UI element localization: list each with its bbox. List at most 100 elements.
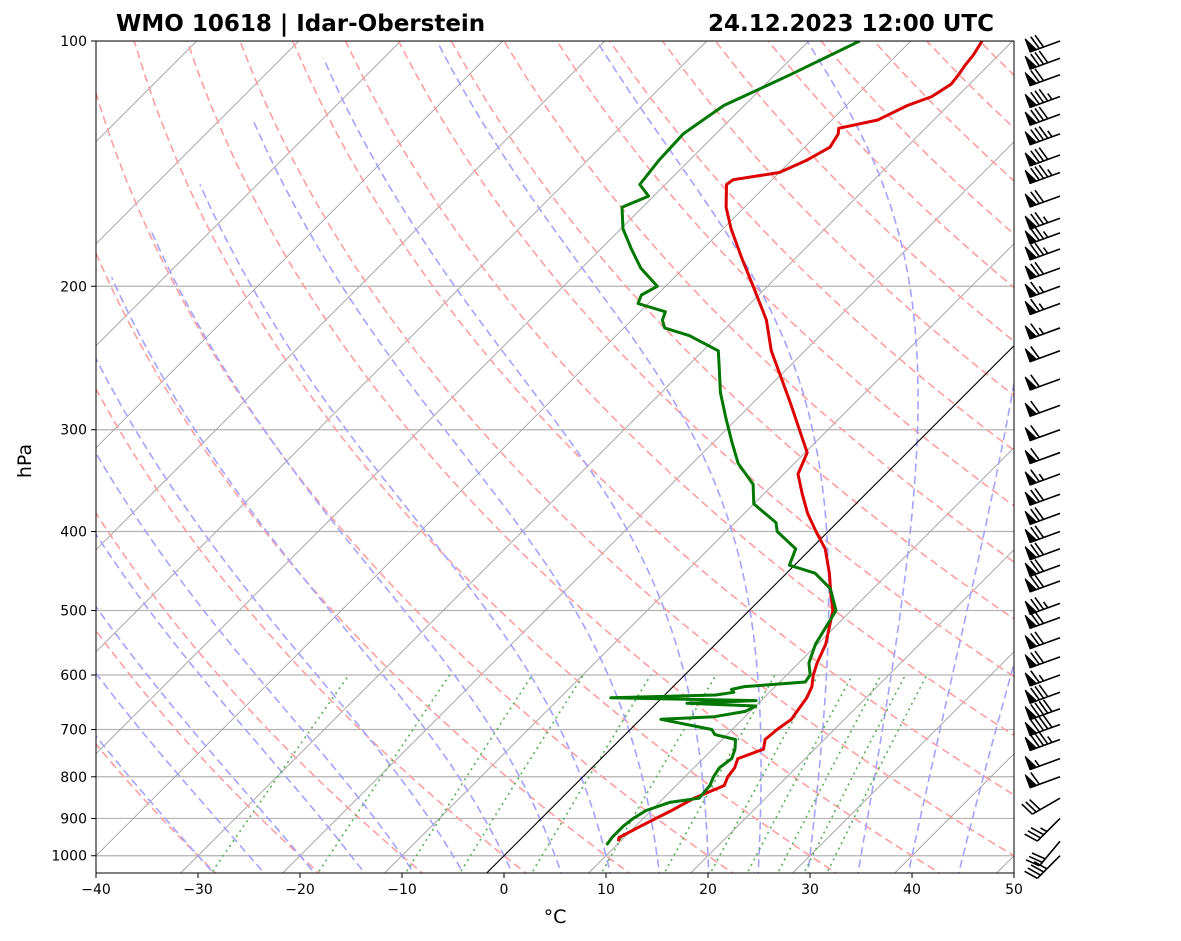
wind-barb-full — [1034, 107, 1045, 121]
wind-barb-full — [1030, 167, 1040, 181]
wind-barb-full — [1030, 447, 1040, 461]
wind-barb-flag — [1024, 246, 1038, 261]
wind-barb-flag — [1024, 491, 1038, 506]
moist-adiabat — [96, 605, 316, 873]
isotherm-line — [96, 41, 708, 653]
wind-barb — [1024, 126, 1061, 146]
x-tick-label: −10 — [387, 882, 417, 898]
isotherm-line — [96, 41, 912, 857]
wind-barb-staff — [1031, 797, 1061, 815]
y-tick-label: 800 — [60, 770, 87, 786]
wind-barb-flag — [1024, 215, 1038, 230]
wind-barb-full — [1038, 88, 1049, 102]
y-tick-label: 500 — [60, 603, 87, 619]
wind-barb-full — [1034, 574, 1045, 588]
wind-barb — [1024, 164, 1061, 185]
wind-barb-full — [1030, 281, 1040, 295]
wind-barb — [1024, 281, 1061, 298]
wind-barb — [1025, 840, 1061, 867]
wind-barb-full — [1025, 801, 1037, 813]
wind-barb-full — [1030, 213, 1040, 227]
dry-adiabat — [608, 41, 1014, 452]
dry-adiabat — [186, 41, 942, 873]
mixing-ratio-lines — [210, 674, 928, 873]
wind-barb-flag — [1024, 283, 1038, 298]
wind-barb-full — [1034, 51, 1045, 65]
moist-adiabat — [199, 184, 612, 873]
wind-barb-full — [1042, 715, 1053, 728]
wind-barb-full — [1024, 870, 1038, 880]
wind-barb-flag — [1024, 72, 1038, 87]
wind-barb-full — [1030, 526, 1040, 540]
wind-barb-full — [1030, 652, 1040, 665]
plot-area — [96, 41, 1014, 873]
temperature-profile — [616, 41, 984, 842]
moist-adiabat — [595, 41, 830, 873]
mixing-ratio-line — [663, 674, 776, 873]
isotherm-line — [96, 41, 402, 347]
wind-barb — [1024, 650, 1061, 669]
wind-barb — [1024, 374, 1061, 391]
wind-barb-full — [1034, 90, 1045, 104]
wind-barb-full — [1030, 489, 1040, 503]
moist-adiabat — [436, 41, 762, 873]
mixing-ratio-line — [709, 674, 819, 873]
mixing-ratio-line — [458, 674, 584, 873]
wind-barb — [1024, 558, 1061, 577]
wind-barb-full — [1030, 263, 1040, 277]
wind-barb-full — [1030, 129, 1040, 142]
isotherm-line — [96, 41, 810, 755]
wind-barb-flag — [1024, 471, 1038, 486]
wind-barb-full — [1025, 859, 1040, 867]
wind-barb — [1024, 670, 1061, 687]
x-tick-label: −20 — [285, 882, 315, 898]
wind-barb-full — [1028, 855, 1043, 864]
wind-barb-full — [1021, 803, 1033, 815]
zero-isotherm-line — [486, 344, 1014, 873]
wind-barb-half — [1047, 93, 1053, 100]
x-tick-label: 0 — [500, 882, 509, 898]
wind-barb-flag — [1024, 152, 1038, 167]
isotherm-line — [690, 549, 1014, 873]
x-axis-ticks: −40 −30 −20 −10 0 10 20 30 40 50 — [81, 873, 1023, 898]
plot-frame — [95, 40, 1015, 874]
y-tick-label: 200 — [60, 279, 87, 295]
wind-barb-flag — [1024, 562, 1038, 577]
wind-barb — [1024, 487, 1061, 506]
isotherms — [96, 41, 1014, 873]
dry-adiabat — [239, 41, 1014, 857]
x-tick-label: 10 — [597, 882, 615, 898]
wind-barb-full — [1030, 36, 1040, 49]
wind-barb-full — [1038, 106, 1049, 120]
wind-barb-half — [1042, 216, 1049, 224]
dry-adiabat — [555, 41, 1014, 507]
wind-barb — [1024, 298, 1061, 316]
wind-barb-flag — [1024, 193, 1038, 208]
wind-barb-full — [1030, 191, 1040, 205]
wind-barb-full — [1030, 69, 1040, 83]
wind-barb-full — [1030, 719, 1040, 733]
wind-barb-staff — [1038, 840, 1061, 867]
y-tick-label: 400 — [60, 525, 87, 541]
moist-adiabat — [110, 276, 514, 873]
wind-barb-full — [1034, 507, 1045, 520]
wind-barb-full — [1038, 147, 1049, 160]
wind-barb-half — [1038, 327, 1045, 335]
wind-barb-full — [1034, 650, 1045, 664]
moist-adiabat — [149, 228, 563, 873]
wind-barb-flag — [1024, 600, 1038, 615]
wind-barb-full — [1024, 833, 1038, 842]
wind-barb-full — [1031, 852, 1046, 860]
wind-barb — [1024, 68, 1061, 87]
isotherm-line — [792, 651, 1014, 873]
wind-barb-full — [1030, 298, 1040, 312]
wind-barb-flag — [1024, 510, 1038, 525]
wind-barb-half — [1047, 736, 1053, 743]
wind-barb-flag — [1024, 111, 1038, 126]
wind-barb-flag — [1024, 131, 1038, 146]
wind-barb — [1024, 684, 1061, 704]
wind-barb-full — [1030, 374, 1040, 388]
wind-barb-full — [1034, 631, 1045, 645]
wind-barb — [1024, 611, 1061, 630]
